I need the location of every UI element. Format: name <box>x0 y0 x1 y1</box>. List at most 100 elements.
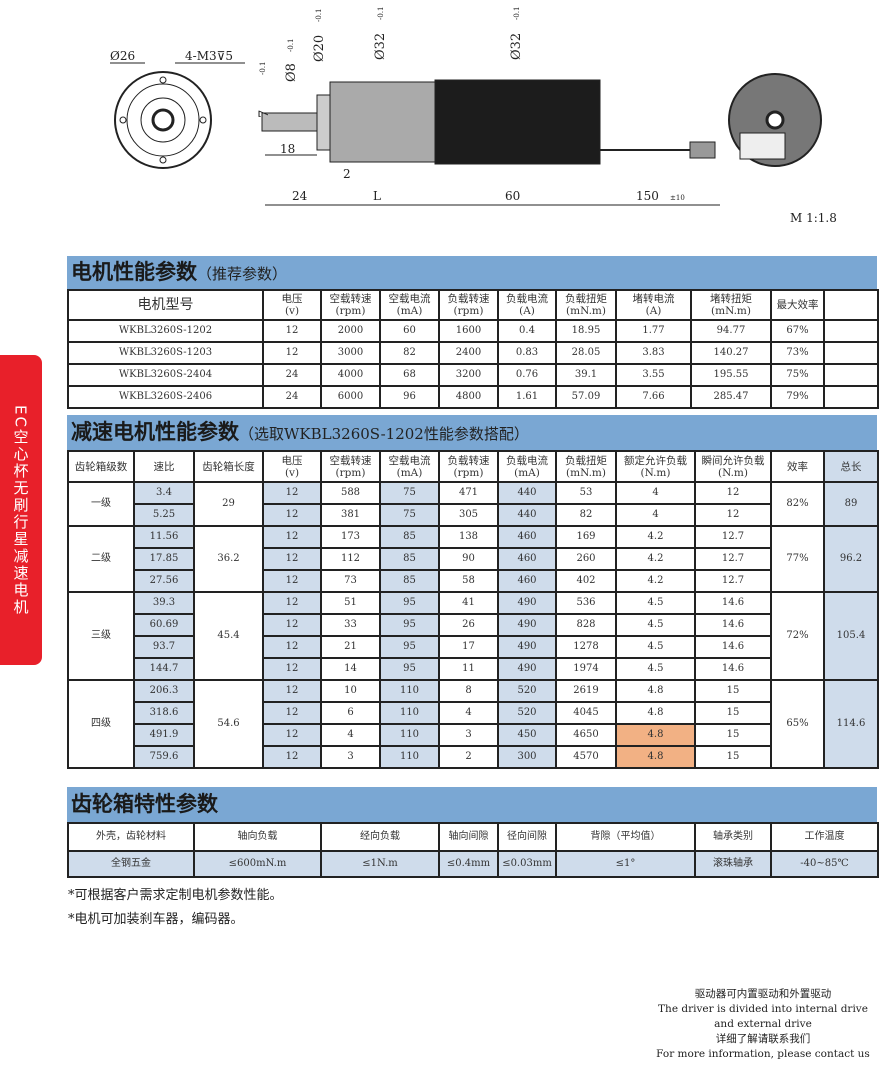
scale-label: M 1:1.8 <box>790 211 837 225</box>
table-row: 三级 39.3 45.4 12 51 95 41 490 536 4.5 14.6 72% 105.4 <box>67 591 879 681</box>
motor-performance-table: 电机型号 电压 (v) 空载转速 (rpm) 空载电流 (mA) 负载转速 (rpm) 负载电流(… <box>67 289 879 409</box>
table-cell: 95 <box>379 635 440 659</box>
header-label: 负载电流 <box>506 454 548 467</box>
table-cell: 82 <box>379 341 440 365</box>
contact-line: For more information, please contact us <box>656 1048 870 1060</box>
column-header: 齿轮箱级数 <box>67 450 135 483</box>
table-cell: 14.6 <box>694 591 772 615</box>
table-cell: 4570 <box>555 745 617 769</box>
ratio-cell: 206.3 <box>133 679 195 703</box>
table-cell: 460 <box>497 547 557 571</box>
column-header: 空载电流 (mA) <box>379 450 440 483</box>
table-cell: -40~85℃ <box>770 850 879 878</box>
table-cell: 138 <box>438 525 499 549</box>
table-cell: 12 <box>262 635 322 659</box>
motor-section-header: 电机性能参数（推荐参数） <box>67 256 877 289</box>
column-header: 空载转速 (rpm) <box>320 450 381 483</box>
table-cell: 15 <box>694 679 772 703</box>
table-cell: 12 <box>262 525 322 549</box>
dim-150: 150 <box>636 189 659 203</box>
column-header: 最大效率 <box>770 289 825 321</box>
gear-stage-cell: 一级 <box>67 481 135 527</box>
table-cell: 12 <box>262 657 322 681</box>
dim-24: 24 <box>292 189 308 203</box>
header-unit: (N.m) <box>717 466 748 479</box>
dim-2: 2 <box>343 167 351 181</box>
table-cell: 460 <box>497 569 557 593</box>
table-cell: 12 <box>262 481 322 505</box>
column-header: 速比 <box>133 450 195 483</box>
table-cell: 4.5 <box>615 591 696 615</box>
table-cell: 110 <box>379 679 440 703</box>
column-header: 负载扭矩 (mN.m) <box>555 289 617 321</box>
header-row: 电机型号 电压 (v) 空载转速 (rpm) 空载电流 (mA) 负载转速 (rpm) 负载电流(… <box>67 289 879 321</box>
table-cell: 4.5 <box>615 635 696 659</box>
table-cell: 0.83 <box>497 341 557 365</box>
table-cell: 12 <box>262 701 322 725</box>
table-cell: 94.77 <box>690 319 772 343</box>
ratio-cell: 759.6 <box>133 745 195 769</box>
table-cell: 828 <box>555 613 617 637</box>
gearbox-section-title: 齿轮箱特性参数 <box>71 792 218 816</box>
tol-d8: -0.1 <box>287 39 295 53</box>
motor-section-subtitle: （推荐参数） <box>197 265 288 283</box>
table-cell: 11 <box>438 657 499 681</box>
header-label: 空载转速 <box>329 293 372 305</box>
table-cell: 滚珠轴承 <box>694 850 772 878</box>
table-row: 60.69 12 33 95 26 490 828 4.5 14.6 <box>68 613 878 637</box>
table-row: WKBL3260S-1202 12 2000 60 1600 0.4 18.95 1.77 94… <box>67 319 879 343</box>
table-cell: 3.55 <box>615 363 692 387</box>
table-cell: ≤1° <box>555 850 696 878</box>
table-cell: 4 <box>320 723 381 747</box>
header-unit: (mN.m) <box>566 466 606 479</box>
table-cell: 173 <box>320 525 381 549</box>
gearbox-length-cell: 54.6 <box>193 679 264 769</box>
table-cell: 18.95 <box>555 319 617 343</box>
table-cell: 169 <box>555 525 617 549</box>
table-cell: ≤1N.m <box>320 850 440 878</box>
gearbox-characteristics-table: 外壳，齿轮材料 轴向负载 经向负载 轴向间隙 径向间隙 背隙（平均值） 轴承类别 工作温度 全钢… <box>67 822 879 878</box>
table-cell: 110 <box>379 745 440 769</box>
column-header: 空载转速 (rpm) <box>320 289 381 321</box>
table-cell: WKBL3260S-1202 <box>67 319 264 343</box>
ratio-cell: 491.9 <box>133 723 195 747</box>
table-cell <box>823 319 879 343</box>
table-cell: 41 <box>438 591 499 615</box>
table-cell: 75 <box>379 503 440 527</box>
header-unit: (rpm) <box>335 305 366 317</box>
table-row: 144.7 12 14 95 11 490 1974 4.5 14.6 <box>68 657 878 681</box>
category-side-tab[interactable]: EC空心杯无刷行星减速电机 <box>0 355 42 665</box>
column-header: 堵转扭矩 (mN.m) <box>690 289 772 321</box>
table-cell: 39.1 <box>555 363 617 387</box>
table-cell: 14.6 <box>694 613 772 637</box>
header-row: 齿轮箱级数 速比 齿轮箱长度 电压 (v) 空载转速 (rpm) 空载电流 (mA) 负载转速 (r… <box>67 450 879 483</box>
table-cell: 300 <box>497 745 557 769</box>
table-cell: 17 <box>438 635 499 659</box>
table-cell: WKBL3260S-2406 <box>67 385 264 409</box>
gear-section-subtitle: （选取WKBL3260S-1202性能参数搭配） <box>239 425 529 443</box>
gear-section-title: 减速电机性能参数 <box>71 420 239 444</box>
table-row: WKBL3260S-1203 12 3000 82 2400 0.83 28.05 3.83 1… <box>67 341 879 365</box>
table-cell: 12.7 <box>694 569 772 593</box>
table-row: 27.56 12 73 85 58 460 402 4.2 12.7 <box>68 569 878 593</box>
side-view <box>261 79 720 206</box>
dim-60: 60 <box>505 189 520 203</box>
table-cell: 95 <box>379 591 440 615</box>
table-cell: 520 <box>497 679 557 703</box>
header-unit: (rpm) <box>335 466 366 479</box>
column-header: 瞬间允许负载 (N.m) <box>694 450 772 483</box>
geared-motor-table: 齿轮箱级数 速比 齿轮箱长度 电压 (v) 空载转速 (rpm) 空载电流 (mA) 负载转速 (r… <box>67 450 879 769</box>
table-cell: 471 <box>438 481 499 505</box>
header-unit: (A) <box>645 305 662 317</box>
header-label: 空载转速 <box>329 454 372 467</box>
table-row: 全钢五金 ≤600mN.m ≤1N.m ≤0.4mm ≤0.03mm ≤1° 滚珠轴承 -40… <box>67 850 879 878</box>
table-cell: 4.2 <box>615 547 696 571</box>
table-cell <box>823 363 879 387</box>
ratio-cell: 17.85 <box>133 547 195 571</box>
tol-d20: -0.1 <box>315 9 323 23</box>
total-length-cell: 96.2 <box>823 525 879 593</box>
table-cell: 68 <box>379 363 440 387</box>
gearbox-section-header: 齿轮箱特性参数 <box>67 787 877 822</box>
ratio-cell: 11.56 <box>133 525 195 549</box>
column-header: 电压 (v) <box>262 289 322 321</box>
